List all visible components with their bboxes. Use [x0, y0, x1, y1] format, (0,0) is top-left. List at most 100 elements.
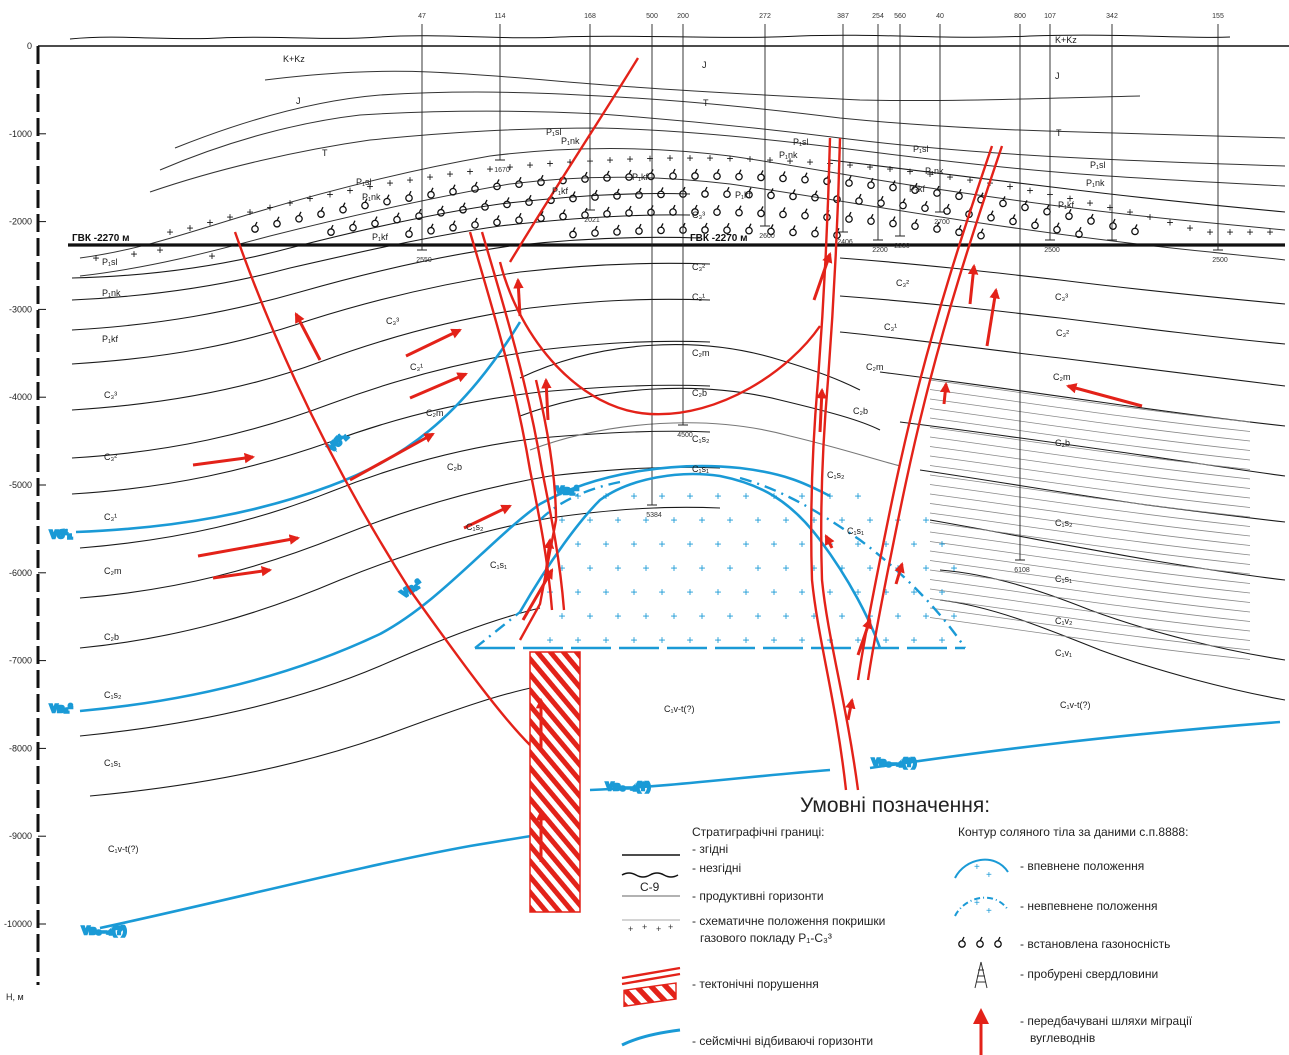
plus-symbol: + — [156, 243, 163, 257]
gas-symbol — [493, 179, 501, 191]
plus-symbol: + — [714, 633, 721, 647]
strat-c1vt-center: C₁v-t(?) — [664, 704, 695, 714]
gas-symbol — [723, 186, 731, 199]
strat-c3-2-center: C₃² — [692, 262, 705, 272]
plus-symbol: + — [1186, 221, 1193, 235]
legend-salt-certain-symbol: + + — [954, 858, 1009, 881]
gas-symbol — [471, 181, 479, 193]
gas-symbol — [779, 207, 787, 219]
gas-symbol — [789, 225, 797, 237]
gas-symbol — [811, 190, 819, 202]
svg-text:+: + — [986, 906, 992, 917]
strat-c1s1-left: C₁s₁ — [104, 758, 121, 768]
gas-symbol — [459, 202, 467, 214]
depth-tick-label: -9000 — [9, 831, 32, 841]
plus-symbol: + — [950, 561, 957, 575]
gas-symbol — [1021, 200, 1029, 212]
strat-c2b-right: C₂b — [853, 406, 868, 416]
plus-symbol: + — [614, 561, 621, 575]
strat-c2b-center: C₂b — [692, 388, 707, 398]
gas-symbol — [1109, 218, 1117, 230]
plus-symbol: + — [798, 489, 805, 503]
plus-symbol: + — [406, 173, 413, 187]
gas-symbol — [625, 205, 633, 217]
plus-symbol: + — [910, 537, 917, 551]
gas-symbol — [569, 191, 577, 203]
legend-title: Умовні позначення: — [800, 794, 990, 817]
plus-symbol: + — [726, 513, 733, 527]
gas-symbol — [493, 215, 501, 227]
plus-symbol: + — [798, 633, 805, 647]
plus-symbol: + — [882, 585, 889, 599]
plus-symbol: + — [602, 537, 609, 551]
plus-symbol: + — [798, 537, 805, 551]
gas-symbol — [801, 172, 809, 184]
plus-symbol: + — [742, 585, 749, 599]
plus-symbol: + — [698, 609, 705, 623]
productive-line — [929, 617, 1251, 660]
gas-symbol — [591, 189, 599, 201]
plus-symbol: + — [586, 561, 593, 575]
strat-p1nk-d: P₁nk — [779, 150, 798, 160]
gas-symbol — [745, 223, 753, 235]
gas-symbol — [361, 198, 369, 210]
gas-symbol — [635, 187, 643, 199]
legend-cap-line2: газового покладу Р₁-С₃³ — [700, 931, 832, 945]
plus-symbol: + — [326, 187, 333, 201]
plus-symbol: + — [910, 585, 917, 599]
gas-symbol — [625, 169, 633, 181]
gas-symbol — [855, 193, 863, 205]
strat-p1sl-f: P₁sl — [1090, 160, 1106, 170]
strat-c1s1-right: C₁s₁ — [847, 526, 864, 536]
gas-symbol — [889, 180, 897, 192]
plus-symbol: + — [714, 585, 721, 599]
well-number: 155 — [1212, 13, 1224, 20]
gas-symbol — [603, 206, 611, 218]
well-number: 200 — [677, 13, 689, 20]
well-number: 800 — [1014, 13, 1026, 20]
gas-symbol — [515, 176, 523, 189]
plus-symbol: + — [386, 176, 393, 190]
plus-symbol: + — [838, 609, 845, 623]
plus-symbol: + — [770, 489, 777, 503]
plus-symbol: + — [754, 561, 761, 575]
plus-symbol: + — [966, 173, 973, 187]
gas-symbol — [767, 224, 775, 236]
strata-labels: K+Kz K+Kz J J J T T T P₁sl P₁nk P₁kf P₁s… — [102, 35, 1106, 854]
productive-line — [929, 588, 1251, 632]
gas-symbol — [393, 212, 401, 224]
plus-symbol: + — [670, 513, 677, 527]
strat-c3-3-left: C₃³ — [104, 390, 117, 400]
plus-symbol: + — [1066, 191, 1073, 205]
strat-j-left: J — [296, 96, 301, 106]
gas-symbol — [933, 221, 941, 233]
legend-salt-uncertain-symbol: + + — [954, 896, 1009, 917]
plus-symbol: + — [698, 513, 705, 527]
well-depth-label: 2200 — [872, 247, 888, 254]
plus-symbol: + — [698, 561, 705, 575]
strat-p1sl-c: P₁sl — [546, 127, 562, 137]
depth-tick-label: -4000 — [9, 392, 32, 402]
gas-symbol — [867, 213, 875, 226]
legend-productive: - продуктивні горизонти — [692, 889, 824, 903]
plus-symbol: + — [826, 633, 833, 647]
gas-symbol — [349, 220, 357, 232]
strat-c3-2-left: C₃² — [104, 452, 117, 462]
well-number: 254 — [872, 13, 884, 20]
plus-symbol: + — [306, 191, 313, 205]
gas-symbol — [1131, 224, 1139, 236]
plus-symbol: + — [606, 153, 613, 167]
strat-kkz-right: K+Kz — [1055, 35, 1077, 45]
gas-symbol — [405, 226, 413, 238]
strat-c2m-right: C₂m — [866, 362, 884, 372]
productive-horizons — [929, 379, 1251, 660]
well-depth-label: 2021 — [584, 217, 600, 224]
well-depth-label: 2700 — [934, 219, 950, 226]
depth-tick-label: -10000 — [4, 919, 32, 929]
strat-c1s2-mid: C₁s₂ — [466, 522, 484, 532]
gas-symbol — [994, 936, 1002, 948]
strat-c2m-left: C₂m — [104, 566, 122, 576]
plus-symbol: + — [642, 609, 649, 623]
plus-symbol: + — [754, 609, 761, 623]
plus-symbol: + — [574, 633, 581, 647]
